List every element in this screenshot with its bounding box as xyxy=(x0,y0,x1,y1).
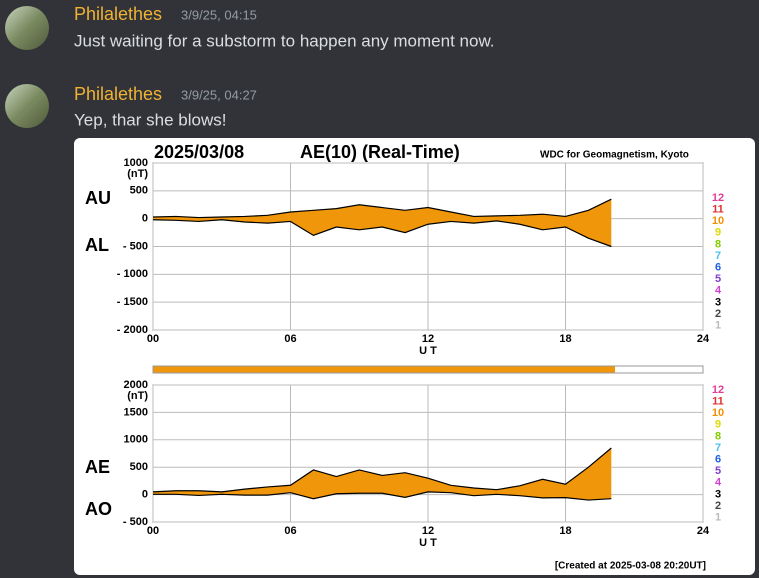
message-text: Just waiting for a substorm to happen an… xyxy=(74,31,495,50)
avatar[interactable] xyxy=(5,6,49,50)
chart-date: 2025/03/08 xyxy=(154,142,244,162)
series-line xyxy=(153,491,612,501)
scale-label: 10 xyxy=(712,407,724,419)
chart-source: WDC for Geomagnetism, Kyoto xyxy=(540,150,689,161)
y-tick-label: 500 xyxy=(130,461,148,473)
scale-label: 11 xyxy=(712,204,724,216)
embed-image[interactable] xyxy=(74,138,755,575)
author[interactable]: Philalethes xyxy=(74,84,162,104)
series-label: AE xyxy=(85,457,110,477)
status-bar xyxy=(153,366,615,373)
scale-label: 1 xyxy=(715,320,721,332)
series-label: AU xyxy=(85,188,111,208)
x-tick-label: 12 xyxy=(422,525,434,537)
y-tick-label: 1000 xyxy=(124,434,148,446)
scale-label: 9 xyxy=(715,227,721,239)
x-tick-label: 06 xyxy=(284,333,296,345)
chart-title: AE(10) (Real-Time) xyxy=(300,142,460,162)
timestamp: 3/9/25, 04:15 xyxy=(181,7,257,22)
y-unit: (nT) xyxy=(127,390,148,402)
x-tick-label: 00 xyxy=(147,525,159,537)
scale-label: 3 xyxy=(715,488,721,500)
scale-label: 1 xyxy=(715,512,721,524)
scale-label: 12 xyxy=(712,192,724,204)
series-label: AL xyxy=(85,235,109,255)
scale-label: 3 xyxy=(715,296,721,308)
series-line xyxy=(152,447,612,493)
scale-label: 10 xyxy=(712,215,724,227)
chart-footer: [Created at 2025-03-08 20:20UT] xyxy=(555,561,706,572)
scale-label: 11 xyxy=(712,396,724,408)
y-tick-label: - 1500 xyxy=(117,296,148,308)
y-tick-label: - 500 xyxy=(123,240,148,252)
scale-label: 8 xyxy=(715,238,721,250)
y-tick-label: 2000 xyxy=(124,379,148,391)
scale-label: 8 xyxy=(715,430,721,442)
x-tick-label: 24 xyxy=(697,333,710,345)
status-bar-frame xyxy=(152,365,704,374)
x-tick-label: 12 xyxy=(422,333,434,345)
x-tick-label: 00 xyxy=(147,333,159,345)
y-tick-label: - 2000 xyxy=(117,324,148,336)
y-tick-label: 0 xyxy=(142,489,148,501)
scale-label: 2 xyxy=(715,308,721,320)
x-tick-label: 18 xyxy=(559,333,571,345)
x-tick-label: 06 xyxy=(284,525,296,537)
scale-label: 9 xyxy=(715,419,721,431)
author[interactable]: Philalethes xyxy=(74,4,162,24)
scale-label: 6 xyxy=(715,262,721,274)
series-line xyxy=(152,219,612,248)
x-tick-label: 18 xyxy=(559,525,571,537)
scale-label: 4 xyxy=(715,285,722,297)
scale-label: 5 xyxy=(715,465,721,477)
y-unit: (nT) xyxy=(127,168,148,180)
avatar[interactable] xyxy=(5,84,49,128)
x-tick-label: 24 xyxy=(697,525,710,537)
y-tick-label: - 1000 xyxy=(117,268,148,280)
scale-label: 2 xyxy=(715,500,721,512)
timestamp: 3/9/25, 04:27 xyxy=(181,87,257,102)
x-axis-label: U T xyxy=(419,345,437,357)
y-tick-label: 500 xyxy=(130,185,148,197)
scale-label: 7 xyxy=(715,442,721,454)
scale-label: 12 xyxy=(712,384,724,396)
scale-label: 5 xyxy=(715,273,721,285)
scale-label: 6 xyxy=(715,454,721,466)
y-tick-label: 1500 xyxy=(124,406,148,418)
area-fill xyxy=(153,199,612,247)
y-tick-label: 1000 xyxy=(124,157,148,169)
y-tick-label: - 500 xyxy=(123,516,148,528)
series-label: AO xyxy=(85,499,112,519)
scale-label: 7 xyxy=(715,250,721,262)
scale-label: 4 xyxy=(715,477,722,489)
x-axis-label: U T xyxy=(419,537,437,549)
series-line xyxy=(152,198,612,219)
message-text: Yep, thar she blows! xyxy=(74,110,226,129)
y-tick-label: 0 xyxy=(142,213,148,225)
